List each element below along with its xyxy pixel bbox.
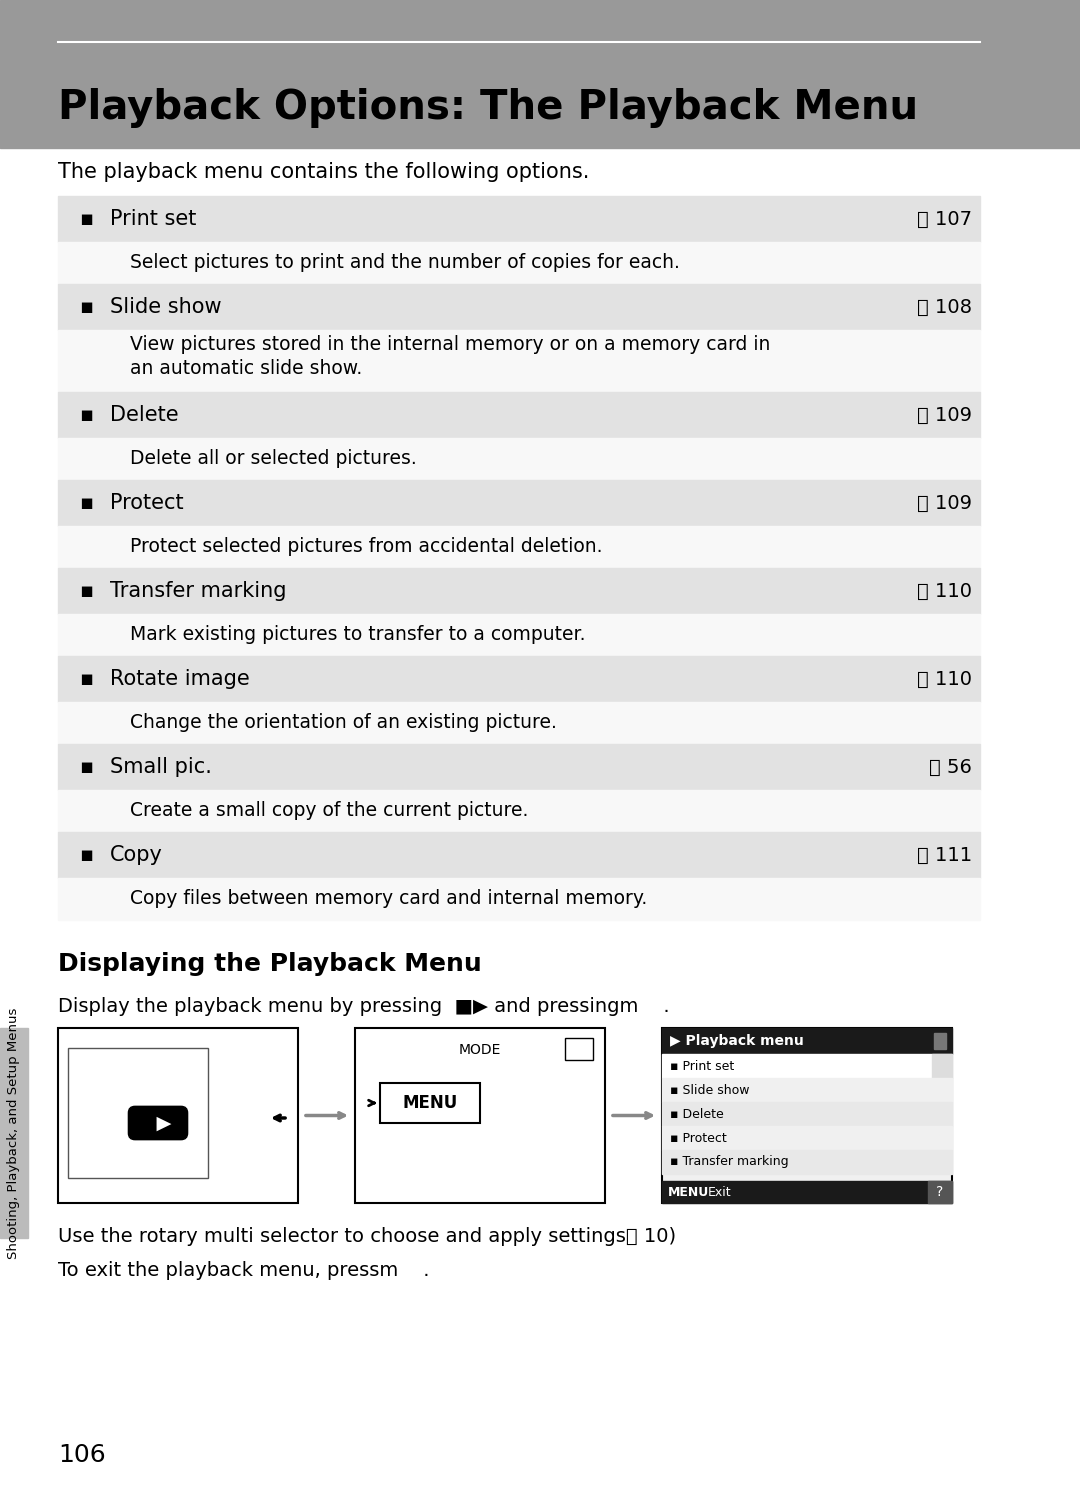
Bar	[58, 284, 980, 330]
Text: Ⓢ 110: Ⓢ 110	[917, 581, 972, 600]
Bar	[58, 1028, 298, 1204]
Bar	[380, 1083, 480, 1123]
Text: Protect: Protect	[110, 493, 184, 513]
Text: ▪: ▪	[79, 297, 93, 317]
Text: Rotate image: Rotate image	[110, 669, 249, 690]
Text: Select pictures to print and the number of copies for each.: Select pictures to print and the number …	[130, 254, 680, 272]
Text: ▪ Transfer marking: ▪ Transfer marking	[670, 1156, 788, 1168]
Bar	[662, 1077, 951, 1103]
Text: 106: 106	[58, 1443, 106, 1467]
Bar	[662, 1150, 951, 1174]
Bar	[58, 330, 980, 392]
Text: Ⓢ 111: Ⓢ 111	[917, 846, 972, 865]
Text: ▪ Delete: ▪ Delete	[670, 1107, 724, 1120]
Bar	[58, 392, 980, 438]
Bar	[662, 1103, 951, 1126]
Text: Displaying the Playback Menu: Displaying the Playback Menu	[58, 953, 482, 976]
Bar	[58, 568, 980, 614]
Text: View pictures stored in the internal memory or on a memory card in: View pictures stored in the internal mem…	[130, 334, 770, 354]
Text: Shooting, Playback, and Setup Menus: Shooting, Playback, and Setup Menus	[8, 1008, 21, 1259]
Bar	[355, 1028, 605, 1204]
Bar	[662, 1054, 951, 1077]
Bar	[58, 701, 980, 744]
Text: Change the orientation of an existing picture.: Change the orientation of an existing pi…	[130, 713, 557, 733]
Text: Ⓢ 109: Ⓢ 109	[917, 493, 972, 513]
Text: ▪: ▪	[79, 846, 93, 865]
Bar	[58, 655, 980, 701]
Bar	[58, 832, 980, 878]
Text: Display the playback menu by pressing  ■▶ and pressingm    .: Display the playback menu by pressing ■▶…	[58, 997, 670, 1015]
Text: an automatic slide show.: an automatic slide show.	[130, 358, 362, 377]
Bar	[58, 196, 980, 242]
Text: ▶: ▶	[145, 1113, 172, 1132]
Text: MENU: MENU	[403, 1094, 458, 1112]
Text: Copy: Copy	[110, 846, 163, 865]
Text: MODE: MODE	[459, 1043, 501, 1057]
Text: Transfer marking: Transfer marking	[110, 581, 286, 600]
Text: Exit: Exit	[708, 1186, 731, 1199]
Bar	[932, 1054, 951, 1077]
Bar	[58, 878, 980, 920]
Bar	[58, 242, 980, 284]
Text: Slide show: Slide show	[110, 297, 221, 317]
Text: Ⓢ 56: Ⓢ 56	[929, 758, 972, 777]
Bar	[58, 614, 980, 655]
Text: Ⓢ 108: Ⓢ 108	[917, 297, 972, 317]
Text: The playback menu contains the following options.: The playback menu contains the following…	[58, 162, 590, 181]
Text: ■ ▶: ■ ▶	[135, 1113, 181, 1132]
Text: Print set: Print set	[110, 210, 197, 229]
Bar	[0, 0, 1080, 149]
Bar	[662, 1181, 951, 1204]
Text: Playback Options: The Playback Menu: Playback Options: The Playback Menu	[58, 88, 918, 128]
Bar	[934, 1033, 946, 1049]
Text: Ⓢ 107: Ⓢ 107	[917, 210, 972, 229]
Text: ▪ Protect: ▪ Protect	[670, 1131, 727, 1144]
Text: ▪: ▪	[79, 756, 93, 777]
Text: MENU: MENU	[669, 1186, 710, 1199]
Text: Ⓢ 109: Ⓢ 109	[917, 406, 972, 425]
Text: Delete all or selected pictures.: Delete all or selected pictures.	[130, 449, 417, 468]
Text: Create a small copy of the current picture.: Create a small copy of the current pictu…	[130, 801, 528, 820]
Text: Delete: Delete	[110, 406, 178, 425]
Bar	[662, 1028, 951, 1204]
Text: Protect selected pictures from accidental deletion.: Protect selected pictures from accidenta…	[130, 538, 603, 556]
Text: ▪: ▪	[79, 406, 93, 425]
Text: ▪: ▪	[79, 493, 93, 513]
Bar	[58, 744, 980, 791]
Text: Use the rotary multi selector to choose and apply settingsⓈ 10): Use the rotary multi selector to choose …	[58, 1227, 676, 1247]
Bar	[58, 438, 980, 480]
Text: Mark existing pictures to transfer to a computer.: Mark existing pictures to transfer to a …	[130, 626, 585, 645]
Bar	[68, 1048, 208, 1178]
Bar	[662, 1028, 951, 1054]
Text: ▪ Slide show: ▪ Slide show	[670, 1083, 750, 1097]
Text: Copy files between memory card and internal memory.: Copy files between memory card and inter…	[130, 890, 647, 908]
Text: To exit the playback menu, pressm    .: To exit the playback menu, pressm .	[58, 1262, 430, 1281]
Text: ?: ?	[936, 1184, 944, 1199]
Bar	[0, 1028, 28, 1238]
Bar	[58, 791, 980, 832]
Text: ▪: ▪	[79, 581, 93, 600]
Text: Ⓢ 110: Ⓢ 110	[917, 670, 972, 688]
Text: ▪: ▪	[79, 669, 93, 690]
Bar	[565, 1039, 593, 1060]
Text: ▪: ▪	[79, 210, 93, 229]
Bar	[58, 526, 980, 568]
Bar	[928, 1181, 951, 1204]
Text: ▶ Playback menu: ▶ Playback menu	[670, 1034, 804, 1048]
Bar	[662, 1126, 951, 1150]
Bar	[58, 480, 980, 526]
Text: Small pic.: Small pic.	[110, 756, 212, 777]
Text: ▪ Print set: ▪ Print set	[670, 1060, 734, 1073]
